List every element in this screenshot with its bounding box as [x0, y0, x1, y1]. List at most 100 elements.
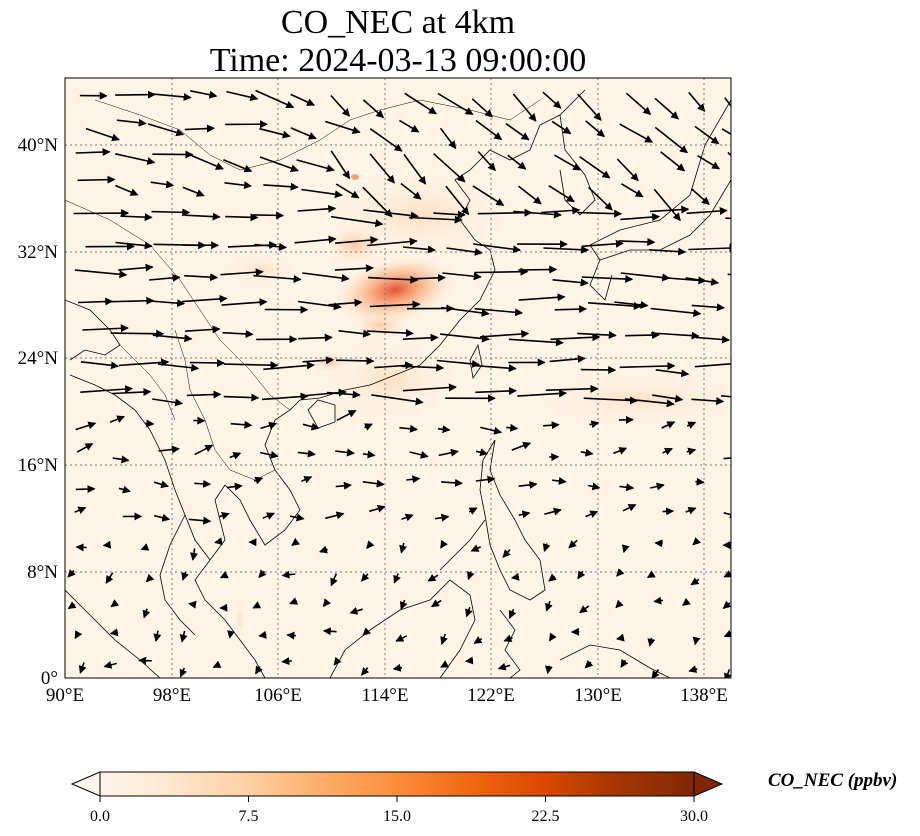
wind-arrow [120, 213, 153, 222]
map-subtitle-time: Time: 2024-03-13 09:00:00 [209, 42, 587, 79]
wind-arrow [302, 356, 334, 365]
lon-tick-label: 122°E [467, 685, 515, 706]
wind-arrow [302, 422, 320, 431]
wind-arrow [437, 425, 451, 434]
wind-arrow [399, 599, 408, 610]
wind-arrow [580, 365, 617, 374]
wind-arrow [190, 90, 218, 99]
wind-arrow [585, 510, 599, 518]
wind-arrow [368, 275, 419, 284]
wind-arrow [544, 665, 553, 675]
wind-arrow [729, 243, 731, 245]
gridlines [65, 78, 731, 678]
wind-arrow [302, 272, 350, 282]
wind-arrow [723, 510, 731, 519]
wind-arrow [587, 302, 642, 311]
wind-arrow [616, 158, 639, 182]
wind-arrow [363, 423, 373, 431]
wind-arrow [646, 570, 656, 579]
wind-arrow [184, 212, 221, 221]
lat-tick-label: 24°N [18, 348, 59, 369]
wind-arrow [433, 210, 466, 219]
wind-arrow [650, 205, 690, 214]
wind-arrow [621, 183, 644, 198]
wind-arrow [223, 393, 260, 402]
colorbar-extend-min [70, 771, 101, 797]
wind-arrow [686, 447, 697, 456]
wind-arrow [662, 447, 673, 456]
wind-arrow [151, 208, 191, 217]
colorbar-tick-label: 22.5 [532, 808, 560, 825]
wind-arrow [260, 450, 279, 459]
wind-arrow [579, 155, 611, 179]
wind-arrow [581, 274, 634, 283]
wind-arrow [434, 513, 450, 522]
wind-arrow [158, 445, 180, 454]
wind-arrow [219, 511, 230, 520]
wind-arrow [544, 507, 562, 516]
lat-tick-label: 40°N [18, 135, 59, 156]
wind-arrow [399, 542, 407, 554]
wind-arrow [223, 361, 279, 370]
wind-arrow [584, 659, 594, 669]
wind-arrow [468, 507, 478, 515]
wind-arrow [616, 568, 625, 577]
wind-arrow [651, 669, 660, 678]
wind-arrow [116, 118, 147, 127]
wind-arrow [661, 421, 676, 429]
wind-arrow [620, 213, 661, 222]
wind-arrow [694, 125, 720, 145]
wind-arrow [402, 333, 439, 342]
wind-arrow [335, 183, 360, 199]
wind-arrow [222, 329, 254, 338]
wind-arrow [724, 97, 731, 108]
wind-arrow [686, 421, 697, 429]
wind-arrow [427, 573, 439, 582]
wind-arrow [474, 307, 523, 317]
wind-arrow [325, 120, 361, 135]
wind-arrow [542, 543, 551, 552]
colorbar-tick-label: 15.0 [383, 808, 411, 825]
wind-arrow [74, 269, 128, 279]
wind-arrow [580, 448, 594, 457]
wind-arrow [223, 158, 253, 173]
wind-arrow [226, 482, 243, 491]
wind-arrow [80, 385, 133, 394]
wind-arrow [733, 335, 773, 339]
wind-arrow [624, 398, 675, 408]
wind-arrow [179, 667, 188, 678]
wind-arrow [440, 333, 490, 343]
wind-arrow [621, 544, 630, 554]
wind-arrow [74, 630, 83, 640]
wind-arrow [688, 665, 698, 673]
wind-arrow [518, 293, 566, 302]
wind-arrow [662, 507, 675, 516]
wind-arrow [690, 577, 700, 586]
wind-arrow [616, 633, 625, 642]
wind-arrow [688, 91, 706, 112]
wind-arrow [254, 242, 287, 251]
wind-arrow [581, 239, 624, 248]
wind-arrow [440, 539, 448, 549]
lon-tick-label: 138°E [680, 685, 728, 706]
wind-arrow [112, 455, 130, 464]
wind-arrow [181, 571, 189, 581]
wind-arrow [550, 333, 601, 342]
wind-arrow [145, 573, 155, 583]
wind-arrow [588, 482, 601, 491]
wind-arrow [393, 573, 401, 584]
wind-arrow [255, 89, 295, 109]
wind-arrow [330, 150, 351, 180]
colorbar-extend-max [693, 771, 724, 797]
wind-arrow [577, 209, 623, 218]
wind-arrow [75, 148, 111, 157]
wind-arrow [111, 296, 155, 305]
wind-arrow [334, 264, 374, 273]
wind-arrow [618, 415, 634, 424]
wind-arrow [297, 204, 337, 213]
wind-arrow [518, 510, 531, 519]
wind-arrow [367, 237, 418, 247]
wind-arrow [618, 237, 656, 246]
wind-arrow [338, 329, 372, 338]
